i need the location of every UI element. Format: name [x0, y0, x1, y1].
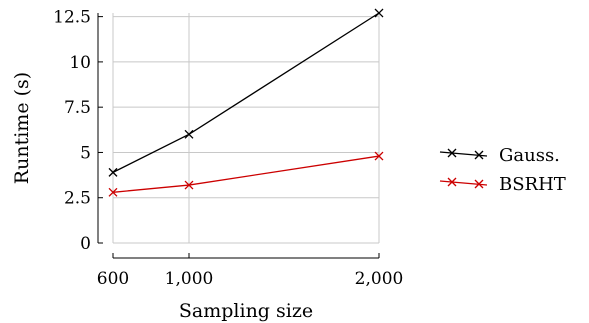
- series-line-bsrht: [112, 155, 380, 193]
- y-tick-label: 5: [80, 143, 91, 163]
- grid: [112, 13, 380, 244]
- y-tick-label: 12.5: [53, 8, 91, 28]
- data-point-gauss-0: [108, 167, 118, 177]
- y-tick-label: 2.5: [64, 189, 91, 209]
- x-tick-label: 2,000: [355, 269, 404, 289]
- data-point-gauss-2: [374, 8, 384, 18]
- series: [108, 8, 384, 197]
- x-axis-title: Sampling size: [179, 300, 313, 322]
- data-point-bsrht-0: [108, 187, 118, 197]
- legend-marker: [474, 150, 484, 160]
- legend-item-gauss: Gauss.: [439, 145, 560, 166]
- legend-item-bsrht: BSRHT: [439, 174, 566, 195]
- data-point-bsrht-2: [374, 151, 384, 161]
- ticks: 0 2.5 5 7.5 10 12.5 600 1,000 2,000: [53, 8, 403, 289]
- data-point-bsrht-1: [184, 180, 194, 190]
- legend-label-bsrht: BSRHT: [499, 174, 566, 195]
- x-tick-label: 600: [97, 269, 129, 289]
- axes: [97, 13, 379, 259]
- legend-marker: [447, 148, 457, 158]
- legend: Gauss. BSRHT: [439, 145, 566, 195]
- series-line-gauss: [112, 12, 380, 173]
- x-tick-label: 1,000: [165, 269, 214, 289]
- data-point-gauss-1: [184, 129, 194, 139]
- y-tick-label: 7.5: [64, 98, 91, 118]
- legend-marker: [447, 177, 457, 187]
- y-axis-title: Runtime (s): [11, 72, 33, 184]
- legend-marker: [474, 179, 484, 189]
- legend-label-gauss: Gauss.: [499, 145, 560, 166]
- y-tick-label: 10: [69, 53, 91, 73]
- y-tick-label: 0: [80, 234, 91, 254]
